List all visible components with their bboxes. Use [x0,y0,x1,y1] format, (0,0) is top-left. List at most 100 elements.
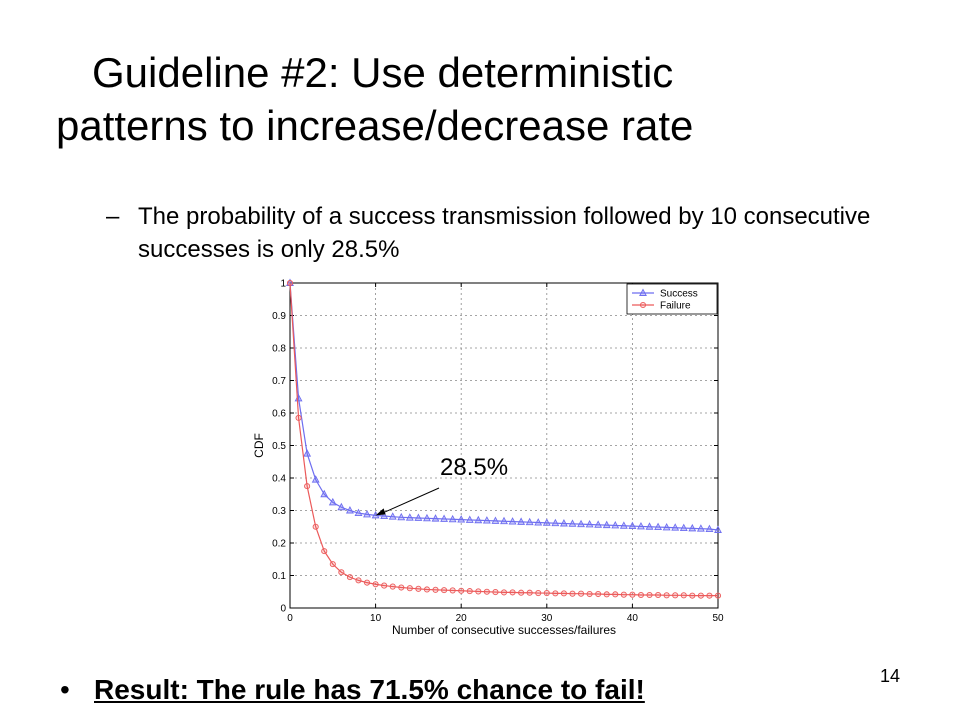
data-point-failure [389,583,396,590]
page-number: 14 [880,666,901,686]
data-point-failure [475,588,482,595]
data-point-failure [483,588,490,595]
data-point-success [320,489,329,498]
data-point-failure [312,523,319,530]
data-point-failure [423,586,431,593]
data-point-success [363,509,371,518]
data-point-failure [663,592,670,599]
y-tick-label: 0 [280,604,286,615]
data-point-success [696,524,705,532]
y-tick-label: 0.5 [272,441,286,452]
data-point-success [619,521,628,529]
slide-title: Guideline #2: Use deterministic patterns… [56,46,916,152]
legend-label-failure: Failure [660,301,691,312]
data-point-failure [535,589,542,597]
data-point-failure [603,591,610,598]
legend-box [626,283,718,315]
data-point-failure [509,589,516,596]
x-tick-label: 20 [456,613,468,624]
data-point-failure [346,574,353,581]
x-tick-label: 40 [627,613,639,624]
x-tick-label: 0 [287,613,293,624]
data-point-success [688,523,697,532]
data-point-success [714,525,722,533]
data-point-failure [612,591,619,598]
sub-bullet: – The probability of a success transmiss… [106,200,926,266]
data-point-success [328,497,337,506]
data-point-failure [595,590,602,598]
data-point-failure [655,591,662,599]
data-point-success [594,520,603,528]
data-point-success [423,513,431,522]
data-point-success [525,517,534,526]
data-point-failure [458,587,465,594]
data-point-success [637,521,645,530]
data-point-failure [492,589,499,596]
data-point-failure [441,587,448,594]
data-point-failure [543,589,550,597]
data-point-failure [338,569,345,576]
data-point-success [474,515,483,524]
legend-label-success: Success [660,289,698,300]
y-tick-label: 0.2 [272,539,286,550]
annotation-label: 28.5% [440,454,509,481]
data-point-success [465,515,474,523]
dash-bullet: – [106,203,120,230]
data-point-failure [518,589,525,596]
data-point-success [457,515,466,523]
data-point-success [542,518,551,526]
x-tick-label: 30 [541,613,553,624]
data-point-success [397,512,406,521]
data-point-success [671,523,680,531]
data-point-failure [577,590,585,597]
y-axis-label: CDF [252,433,266,458]
data-point-success [482,516,491,524]
data-point-failure [646,591,653,599]
data-point-success [534,518,543,526]
data-point-success [414,513,423,521]
data-point-success [568,519,577,527]
y-tick-label: 0.4 [272,474,286,485]
data-point-success [508,517,517,525]
bullet-dot: • [60,674,70,705]
title-line-2: patterns to increase/decrease rate [56,102,694,149]
y-tick-label: 0.7 [272,376,286,387]
data-point-success [500,516,508,525]
data-point-failure [329,561,336,568]
data-point-failure [689,592,696,599]
data-point-failure [466,588,473,595]
data-point-success [654,522,663,531]
result-bullet: • Result: The rule has 71.5% chance to f… [60,674,645,706]
data-point-failure [500,589,508,596]
data-point-success [559,519,568,527]
data-point-failure [304,483,311,490]
data-point-failure [406,585,413,592]
data-point-failure [714,592,722,599]
data-point-success [440,514,449,522]
data-point-failure [286,279,294,287]
y-tick-label: 1 [280,279,286,290]
data-point-failure [363,579,371,586]
data-point-failure [526,589,533,596]
data-point-failure [381,582,388,589]
result-text: Result: The rule has 71.5% chance to fai… [94,674,645,705]
data-point-success [303,449,312,457]
data-point-success [388,512,397,520]
annotation-arrow-head [375,508,386,516]
data-point-failure [680,592,687,599]
data-point-success [517,517,526,525]
y-tick-label: 0.6 [272,409,286,420]
data-point-failure [560,590,567,597]
data-point-success [491,516,500,524]
data-point-success [628,521,637,530]
plot-frame [289,282,719,609]
data-point-failure [569,590,576,597]
annotation-arrow-line [379,487,440,515]
cdf-chart: 0 10 20 30 40 50 0 0.1 0.2 0.3 0.4 0.5 0.6 0.7 0.8 0.9 1… [246,272,734,641]
data-point-success [431,514,440,522]
data-point-success [602,520,611,529]
data-point-failure [449,587,456,594]
data-point-failure [697,592,704,599]
data-point-success [345,506,354,514]
data-point-success [551,518,560,527]
